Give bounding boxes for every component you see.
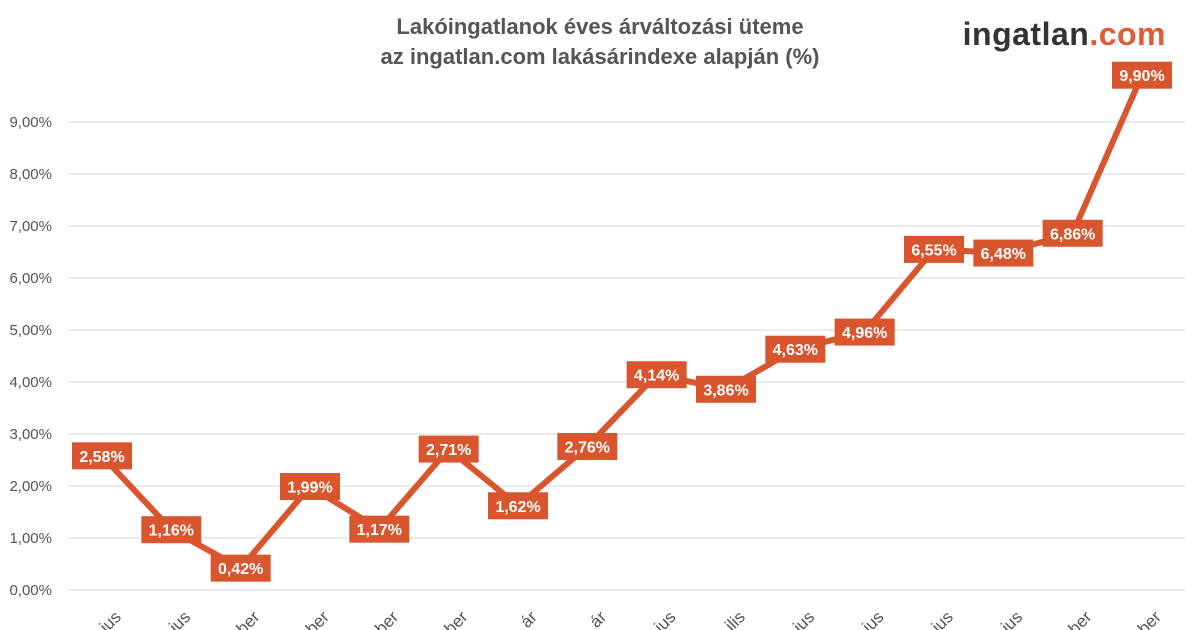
data-label-text: 3,86% (703, 382, 748, 399)
data-label-box (765, 335, 826, 363)
data-label-box (834, 318, 895, 346)
data-label-box (488, 492, 548, 520)
x-tick-label: ius (859, 607, 888, 630)
x-axis-ticks: ius ius ber ber ber ber ár ár ius ilis ius ius ius iu… (96, 607, 1165, 630)
data-label-text: 4,14% (634, 368, 679, 385)
data-point-label: 1,17% (349, 515, 410, 543)
ingatlan-logo: ingatlan.com (963, 16, 1166, 53)
y-axis-ticks: 0,00% 1,00% 2,00% 3,00% 4,00% 5,00% 6,00% 7,00%… (9, 114, 52, 599)
series-path (99, 72, 1145, 572)
x-tick-label: ber (302, 607, 333, 630)
x-tick-label: ber (1065, 607, 1096, 630)
data-label-box (141, 516, 202, 544)
data-point-label: 4,63% (765, 335, 826, 363)
data-label-text: 1,99% (287, 480, 332, 497)
data-label-box (973, 239, 1034, 267)
data-label-box (696, 375, 756, 403)
x-tick-label: ber (371, 607, 402, 630)
x-tick-label: ár (517, 607, 541, 630)
data-labels: 2,58% 1,16% 0,42% 1,99% 1,17% 2,71% 1,62% 2,76%… (72, 61, 1172, 582)
logo-text-domain: .com (1089, 16, 1166, 52)
data-label-text: 6,55% (911, 242, 956, 259)
data-point-label: 9,90% (1112, 61, 1172, 89)
data-label-text: 2,76% (565, 439, 610, 456)
y-tick-label: 0,00% (9, 582, 52, 599)
data-label-text: 1,62% (495, 499, 540, 516)
y-tick-label: 7,00% (9, 218, 52, 235)
data-label-text: 2,58% (79, 449, 124, 466)
data-label-text: 4,63% (773, 342, 818, 359)
data-label-box (210, 554, 271, 582)
data-point-label: 6,48% (973, 239, 1034, 267)
x-tick-label: ius (928, 607, 957, 630)
data-label-text: 1,17% (357, 522, 402, 539)
y-tick-label: 1,00% (9, 530, 52, 547)
data-label-box (557, 432, 618, 460)
y-tick-label: 2,00% (9, 478, 52, 495)
chart-title: Lakóingatlanok éves árváltozási üteme az… (300, 12, 900, 72)
data-point-label: 1,99% (280, 473, 340, 501)
data-point-label: 2,58% (72, 442, 132, 470)
x-tick-label: ber (233, 607, 264, 630)
x-tick-label: ilis (721, 607, 748, 630)
data-label-box (1042, 219, 1103, 247)
y-tick-label: 3,00% (9, 426, 52, 443)
x-tick-label: ber (441, 607, 472, 630)
data-label-text: 4,96% (842, 325, 887, 342)
data-label-box (418, 435, 479, 463)
data-label-text: 2,71% (426, 442, 471, 459)
x-tick-label: ius (96, 607, 125, 630)
logo-text-main: ingatlan (962, 16, 1090, 52)
y-tick-label: 4,00% (9, 374, 52, 391)
chart-title-line-1: Lakóingatlanok éves árváltozási üteme (396, 14, 804, 39)
series-line (99, 72, 1145, 572)
data-label-text: 0,42% (218, 561, 263, 578)
data-label-box (72, 442, 132, 470)
data-label-box (626, 361, 687, 389)
data-point-label: 4,96% (834, 318, 895, 346)
y-tick-label: 8,00% (9, 166, 52, 183)
y-tick-label: 5,00% (9, 322, 52, 339)
data-point-label: 2,71% (418, 435, 479, 463)
data-point-label: 6,86% (1042, 219, 1103, 247)
data-label-text: 6,86% (1050, 226, 1095, 243)
y-tick-label: 9,00% (9, 114, 52, 131)
data-point-label: 4,14% (626, 361, 687, 389)
data-point-label: 3,86% (696, 375, 756, 403)
grid-lines (68, 121, 1185, 591)
data-point-label: 1,16% (141, 516, 202, 544)
x-tick-label: ber (1134, 607, 1165, 630)
data-point-label: 0,42% (210, 554, 271, 582)
data-label-box (1112, 61, 1172, 89)
x-tick-label: ius (997, 607, 1026, 630)
data-label-box (904, 235, 964, 263)
data-label-text: 6,48% (981, 246, 1026, 263)
data-label-box (349, 515, 410, 543)
x-tick-label: ius (651, 607, 680, 630)
x-tick-label: ár (586, 607, 610, 630)
y-tick-label: 6,00% (9, 270, 52, 287)
data-point-label: 1,62% (488, 492, 548, 520)
x-tick-label: ius (165, 607, 194, 630)
data-point-label: 6,55% (904, 235, 964, 263)
x-tick-label: ius (789, 607, 818, 630)
data-label-text: 9,90% (1119, 68, 1164, 85)
chart-title-line-2: az ingatlan.com lakásárindexe alapján (%… (380, 44, 820, 69)
data-label-text: 1,16% (149, 523, 194, 540)
data-label-box (280, 473, 340, 501)
data-point-label: 2,76% (557, 432, 618, 460)
